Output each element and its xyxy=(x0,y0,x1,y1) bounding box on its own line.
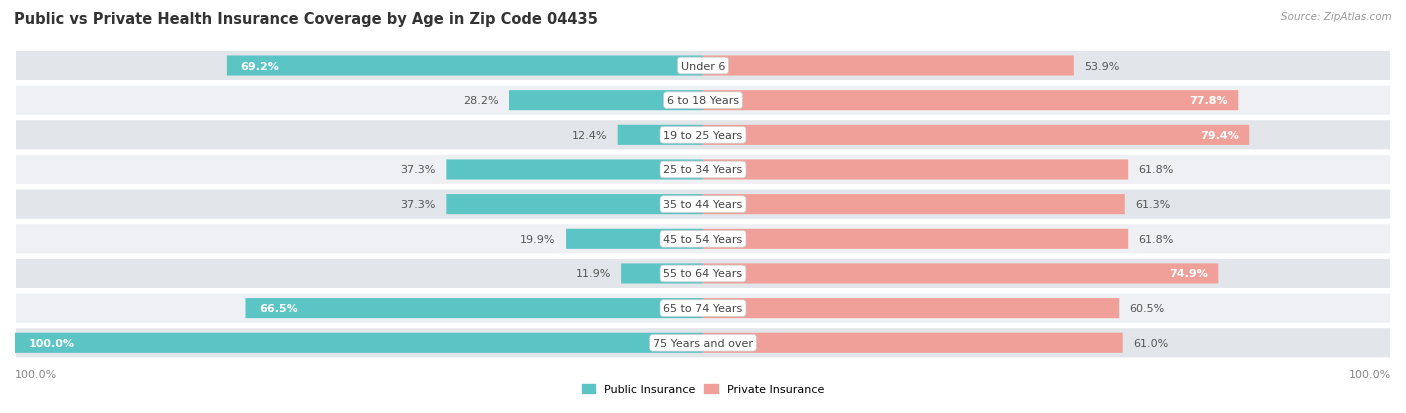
Text: 61.3%: 61.3% xyxy=(1135,199,1170,210)
FancyBboxPatch shape xyxy=(15,333,703,353)
Text: 45 to 54 Years: 45 to 54 Years xyxy=(664,234,742,244)
Text: 79.4%: 79.4% xyxy=(1201,131,1239,140)
Text: 100.0%: 100.0% xyxy=(28,338,75,348)
FancyBboxPatch shape xyxy=(446,195,703,215)
Text: 35 to 44 Years: 35 to 44 Years xyxy=(664,199,742,210)
FancyBboxPatch shape xyxy=(15,258,1391,290)
FancyBboxPatch shape xyxy=(15,328,1391,358)
Text: 12.4%: 12.4% xyxy=(572,131,607,140)
FancyBboxPatch shape xyxy=(446,160,703,180)
Text: 65 to 74 Years: 65 to 74 Years xyxy=(664,304,742,313)
Text: 61.8%: 61.8% xyxy=(1139,234,1174,244)
FancyBboxPatch shape xyxy=(703,160,1128,180)
FancyBboxPatch shape xyxy=(246,298,703,318)
Text: 74.9%: 74.9% xyxy=(1170,269,1208,279)
FancyBboxPatch shape xyxy=(703,126,1250,145)
Text: 19.9%: 19.9% xyxy=(520,234,555,244)
Text: 69.2%: 69.2% xyxy=(240,62,280,71)
Text: 37.3%: 37.3% xyxy=(401,199,436,210)
Text: 37.3%: 37.3% xyxy=(401,165,436,175)
Text: Public vs Private Health Insurance Coverage by Age in Zip Code 04435: Public vs Private Health Insurance Cover… xyxy=(14,12,598,27)
Text: 60.5%: 60.5% xyxy=(1129,304,1164,313)
Text: 61.0%: 61.0% xyxy=(1133,338,1168,348)
Text: 61.8%: 61.8% xyxy=(1139,165,1174,175)
FancyBboxPatch shape xyxy=(15,189,1391,220)
FancyBboxPatch shape xyxy=(567,229,703,249)
Text: Source: ZipAtlas.com: Source: ZipAtlas.com xyxy=(1281,12,1392,22)
Text: 19 to 25 Years: 19 to 25 Years xyxy=(664,131,742,140)
FancyBboxPatch shape xyxy=(621,264,703,284)
FancyBboxPatch shape xyxy=(15,154,1391,185)
FancyBboxPatch shape xyxy=(226,56,703,76)
FancyBboxPatch shape xyxy=(703,264,1219,284)
Text: 66.5%: 66.5% xyxy=(259,304,298,313)
Text: 55 to 64 Years: 55 to 64 Years xyxy=(664,269,742,279)
FancyBboxPatch shape xyxy=(617,126,703,145)
FancyBboxPatch shape xyxy=(703,298,1119,318)
FancyBboxPatch shape xyxy=(509,91,703,111)
FancyBboxPatch shape xyxy=(703,56,1074,76)
Text: 77.8%: 77.8% xyxy=(1189,96,1227,106)
Legend: Public Insurance, Private Insurance: Public Insurance, Private Insurance xyxy=(578,379,828,399)
FancyBboxPatch shape xyxy=(15,293,1391,324)
FancyBboxPatch shape xyxy=(15,85,1391,116)
Text: 6 to 18 Years: 6 to 18 Years xyxy=(666,96,740,106)
FancyBboxPatch shape xyxy=(15,224,1391,255)
Text: 11.9%: 11.9% xyxy=(575,269,610,279)
Text: Under 6: Under 6 xyxy=(681,62,725,71)
FancyBboxPatch shape xyxy=(703,195,1125,215)
FancyBboxPatch shape xyxy=(15,51,1391,82)
Text: 25 to 34 Years: 25 to 34 Years xyxy=(664,165,742,175)
Text: 100.0%: 100.0% xyxy=(15,369,58,379)
Text: 53.9%: 53.9% xyxy=(1084,62,1119,71)
FancyBboxPatch shape xyxy=(15,120,1391,151)
FancyBboxPatch shape xyxy=(703,333,1122,353)
FancyBboxPatch shape xyxy=(703,229,1128,249)
Text: 100.0%: 100.0% xyxy=(1348,369,1391,379)
Text: 28.2%: 28.2% xyxy=(463,96,499,106)
Text: 75 Years and over: 75 Years and over xyxy=(652,338,754,348)
FancyBboxPatch shape xyxy=(703,91,1239,111)
